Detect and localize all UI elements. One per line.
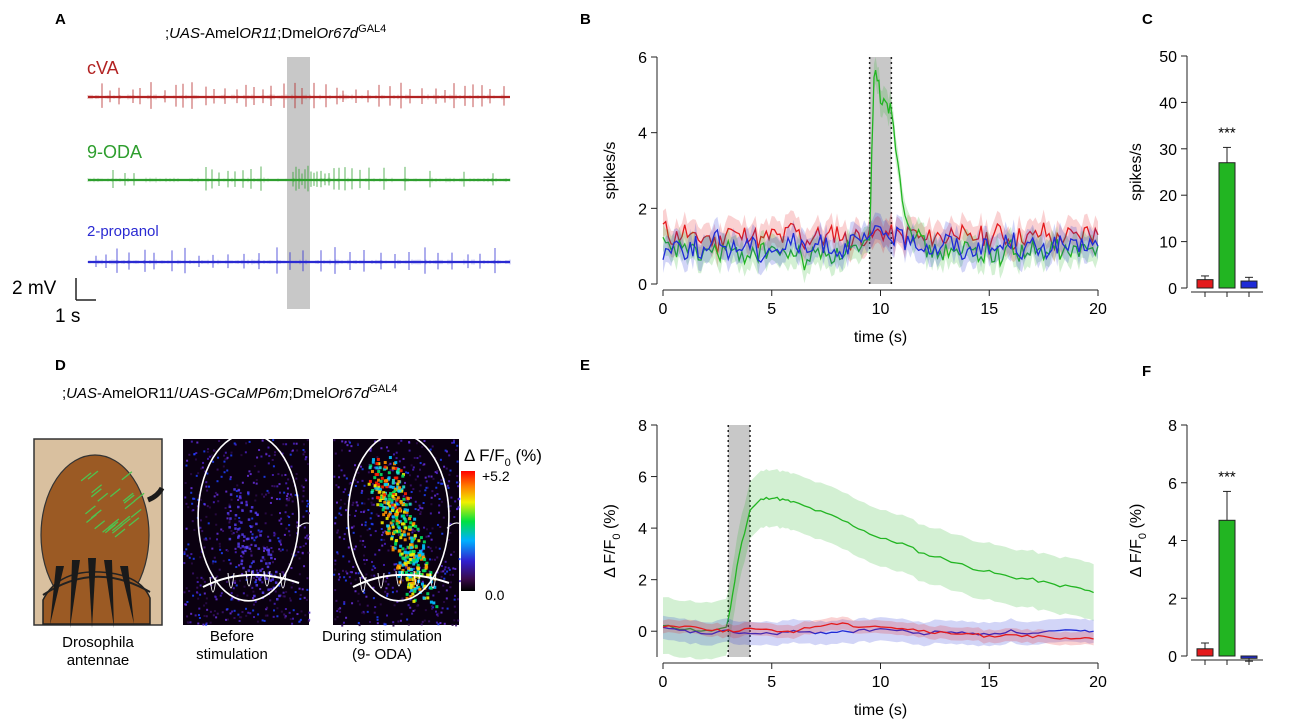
- antenna-outline-base: [352, 573, 450, 588]
- panel-letter-c: C: [1142, 11, 1153, 28]
- scale-time-label: 1 s: [55, 306, 80, 327]
- caption-antennae: Drosophila antennae: [62, 634, 134, 669]
- panel-letter-a: A: [55, 11, 66, 28]
- antenna-outline: [347, 432, 450, 602]
- y-tick-label: 0: [638, 277, 647, 294]
- bar-red: [1196, 648, 1214, 657]
- caption-during: During stimulation (9- ODA): [322, 628, 442, 663]
- bar-blue: [1240, 280, 1258, 289]
- y-tick-label: 10: [1159, 235, 1177, 252]
- y-tick-label: 6: [638, 50, 647, 67]
- antenna-outline-base: [202, 573, 300, 588]
- x-tick-label: 15: [980, 301, 998, 318]
- colorbar-title: Δ F/F0 (%): [464, 446, 542, 469]
- y-tick-label: 20: [1159, 188, 1177, 205]
- spike-traces: cVA 9-ODA 2-propanol: [87, 58, 511, 274]
- colorbar: [461, 471, 475, 591]
- panel-letter-b: B: [580, 11, 591, 28]
- trace-nine-oda: 9-ODA: [87, 142, 511, 192]
- y-tick-label: 0: [638, 624, 647, 641]
- scale-bar: [75, 278, 96, 301]
- genotype-label-a: ;UAS-AmelOR11;DmelOr67dGAL4: [165, 23, 386, 42]
- significance-annotation: ***: [1218, 124, 1236, 141]
- y-axis-label: Δ F/F0 (%): [602, 504, 623, 578]
- caption-before: Before stimulation: [196, 628, 268, 663]
- bar-red: [1196, 279, 1214, 289]
- panel-letter-d: D: [55, 357, 66, 374]
- trace-cva: cVA: [87, 58, 511, 109]
- trace-label: 2-propanol: [87, 223, 159, 240]
- antenna-illustration: [33, 438, 165, 628]
- scale-voltage-label: 2 mV: [12, 278, 57, 299]
- colorbar-min-label: 0.0: [485, 587, 505, 603]
- y-tick-label: 6: [1168, 476, 1177, 493]
- x-tick-label: 0: [659, 674, 668, 691]
- series-line-blue: [662, 626, 1094, 636]
- x-axis-label: time (s): [854, 329, 907, 346]
- chart-b-spike-rate: 0 2 4 6 0 5 10 15 20 time (s) spikes/s: [602, 50, 1107, 346]
- x-axis-label: time (s): [854, 702, 907, 719]
- y-tick-label: 0: [1168, 281, 1177, 298]
- y-tick-label: 4: [638, 521, 647, 538]
- antenna-outline: [197, 432, 300, 602]
- y-tick-label: 4: [1168, 534, 1177, 551]
- y-axis-label: spikes/s: [1128, 143, 1145, 201]
- x-tick-label: 5: [767, 674, 776, 691]
- x-tick-label: 10: [872, 301, 890, 318]
- series-line-blue: [662, 224, 1099, 264]
- series-band-blue: [663, 212, 1098, 276]
- series-band-red: [663, 616, 1094, 646]
- y-tick-label: 2: [638, 573, 647, 590]
- series-line-green: [662, 69, 1099, 271]
- imaging-during-stimulation: [333, 432, 462, 627]
- bar-green: [1218, 162, 1236, 289]
- panel-d: ;UAS-AmelOR11/UAS-GCaMP6m;DmelOr67dGAL4: [33, 383, 542, 669]
- x-tick-label: 20: [1089, 301, 1107, 318]
- x-tick-label: 10: [872, 674, 890, 691]
- panel-letter-e: E: [580, 357, 590, 374]
- series-band-blue: [663, 615, 1094, 647]
- significance-annotation: ***: [1218, 468, 1236, 485]
- x-tick-label: 20: [1089, 674, 1107, 691]
- chart-f-calcium-bars: *** 0 2 4 6 8 Δ F/F0 (%): [1128, 418, 1263, 666]
- y-axis-label: spikes/s: [602, 142, 619, 200]
- panel-a: ;UAS-AmelOR11;DmelOr67dGAL4 cVA 9-ODA 2-pr…: [12, 23, 511, 327]
- series-line-red: [662, 622, 1094, 640]
- x-tick-label: 15: [980, 674, 998, 691]
- y-tick-label: 6: [638, 470, 647, 487]
- trace-propanol: 2-propanol: [87, 223, 511, 274]
- y-tick-label: 30: [1159, 142, 1177, 159]
- y-axis-label: Δ F/F0 (%): [1128, 504, 1149, 578]
- y-tick-label: 8: [638, 418, 647, 435]
- x-tick-label: 5: [767, 301, 776, 318]
- series-band-green: [663, 468, 1094, 660]
- trace-label: 9-ODA: [87, 142, 142, 162]
- y-tick-label: 2: [638, 201, 647, 218]
- y-tick-label: 0: [1168, 649, 1177, 666]
- y-tick-label: 40: [1159, 95, 1177, 112]
- stimulus-bar-a: [287, 57, 310, 309]
- trace-label: cVA: [87, 58, 119, 78]
- y-tick-label: 4: [638, 126, 647, 143]
- chart-e-calcium-trace: 0 2 4 6 8 0 5 10 15 20 time (s) Δ F/F0 (%): [602, 418, 1107, 719]
- series-line-red: [662, 220, 1099, 255]
- colorbar-max-label: +5.2: [482, 468, 510, 484]
- bar-blue: [1240, 655, 1258, 659]
- panel-letter-f: F: [1142, 363, 1151, 380]
- y-tick-label: 50: [1159, 49, 1177, 66]
- imaging-before-stimulation: [183, 432, 312, 626]
- chart-c-spike-bars: *** 0 10 20 30 40 50 spikes/s: [1128, 49, 1263, 298]
- stimulus-window: [728, 425, 750, 657]
- genotype-label-d: ;UAS-AmelOR11/UAS-GCaMP6m;DmelOr67dGAL4: [62, 383, 397, 402]
- series-line-green: [662, 496, 1094, 632]
- bar-green: [1218, 519, 1236, 657]
- y-tick-label: 8: [1168, 418, 1177, 435]
- x-tick-label: 0: [659, 301, 668, 318]
- y-tick-label: 2: [1168, 591, 1177, 608]
